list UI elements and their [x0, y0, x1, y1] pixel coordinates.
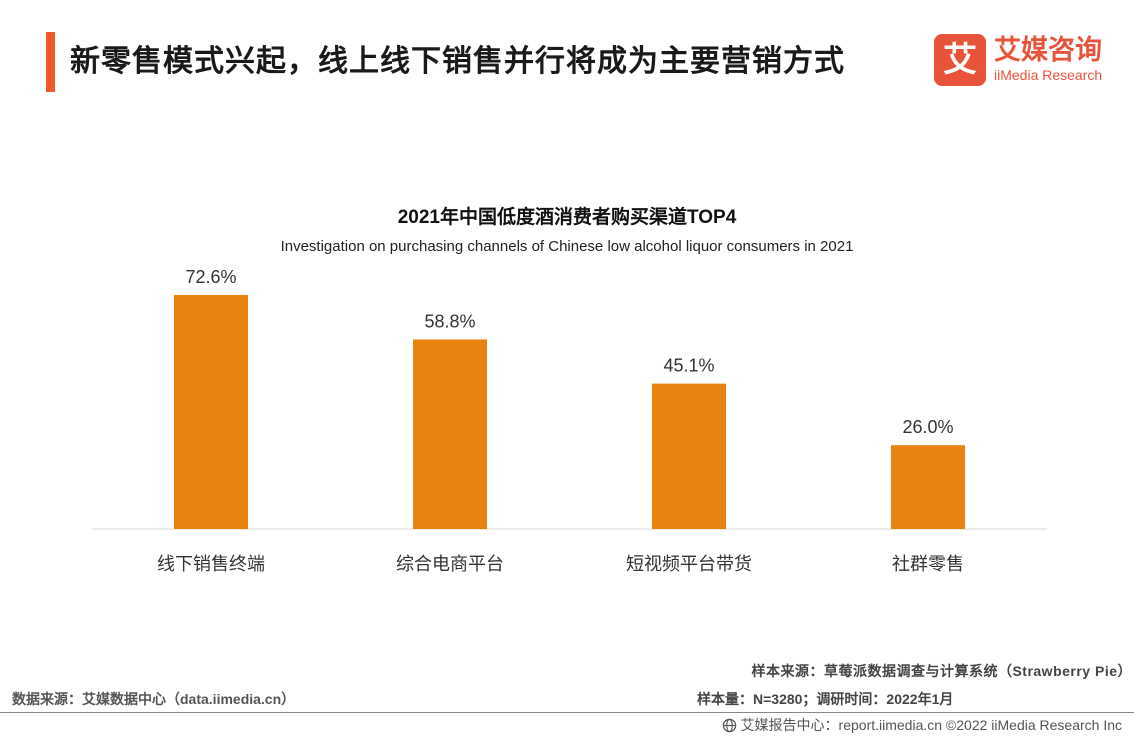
bar-4: [891, 445, 965, 529]
data-source-note: 数据来源：艾媒数据中心（data.iimedia.cn）: [12, 691, 296, 707]
logo-name-en: iiMedia Research: [994, 67, 1103, 83]
bar-1: [174, 295, 248, 529]
category-label: 综合电商平台: [396, 554, 504, 574]
title-accent-bar: [46, 32, 55, 92]
page-title: 新零售模式兴起，线上线下销售并行将成为主要营销方式: [70, 45, 845, 78]
report-center-footer: 艾媒报告中心：report.iimedia.cn ©2022 iiMedia R…: [722, 715, 1122, 736]
footer-divider: [0, 712, 1134, 713]
sample-info-note: 样本量：N=3280；调研时间：2022年1月: [697, 691, 954, 707]
report-center-text: 艾媒报告中心：report.iimedia.cn ©2022 iiMedia R…: [740, 717, 1122, 733]
logo-name-cn: 艾媒咨询: [994, 35, 1102, 65]
category-label: 短视频平台带货: [626, 554, 752, 574]
globe-icon: [722, 718, 737, 736]
category-label: 线下销售终端: [157, 554, 265, 574]
bar-value-label: 72.6%: [185, 267, 236, 287]
chart-title: 2021年中国低度酒消费者购买渠道TOP4: [397, 207, 737, 228]
category-label: 社群零售: [892, 554, 964, 574]
sample-source-note: 样本来源：草莓派数据调查与计算系统（Strawberry Pie）: [751, 663, 1132, 679]
bar-value-label: 45.1%: [663, 356, 714, 376]
iimedia-logo: 艾 艾媒咨询 iiMedia Research: [934, 34, 1119, 86]
chart-subtitle: Investigation on purchasing channels of …: [280, 238, 854, 255]
bar-2: [413, 339, 487, 529]
bar-value-label: 58.8%: [424, 311, 475, 331]
bar-3: [652, 383, 726, 529]
bar-value-label: 26.0%: [902, 417, 953, 437]
logo-mark: 艾: [934, 34, 986, 86]
